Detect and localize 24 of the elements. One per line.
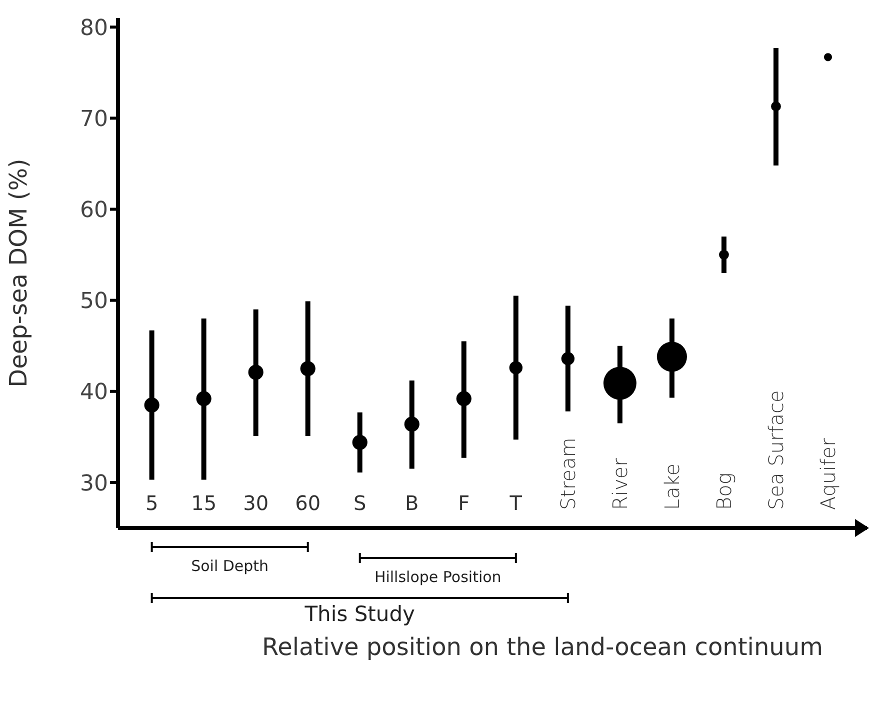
y-tick-label: 40	[80, 380, 108, 406]
x-tick-label: F	[458, 491, 470, 515]
x-tick-label: Sea Surface	[764, 390, 788, 510]
x-tick-label: Bog	[712, 472, 736, 510]
text: This Study	[304, 602, 415, 626]
x-tick-label: B	[405, 491, 419, 515]
y-tick-label: 50	[80, 289, 108, 314]
x-tick-label: River	[608, 457, 632, 510]
x-axis-title: Relative position on the land-ocean continuum	[262, 633, 823, 661]
y-axis-title: Deep-sea DOM (%)	[4, 158, 33, 388]
text: Hillslope Position	[374, 568, 502, 586]
y-tick-label: 60	[80, 198, 108, 224]
x-tick-label: Stream	[556, 438, 580, 510]
x-tick-label: Lake	[660, 463, 684, 510]
x-tick-label: 15	[191, 491, 217, 515]
x-tick-label: T	[508, 491, 523, 515]
x-tick-label: Aquifer	[816, 437, 840, 510]
text: Soil Depth	[191, 557, 269, 575]
x-tick-label: 30	[243, 491, 269, 515]
x-tick-label: 5	[145, 491, 158, 515]
y-tick-label: 70	[80, 106, 108, 132]
x-tick-label: S	[354, 491, 366, 515]
y-tick-label: 80	[80, 16, 108, 41]
x-tick-label: 60	[295, 491, 321, 515]
